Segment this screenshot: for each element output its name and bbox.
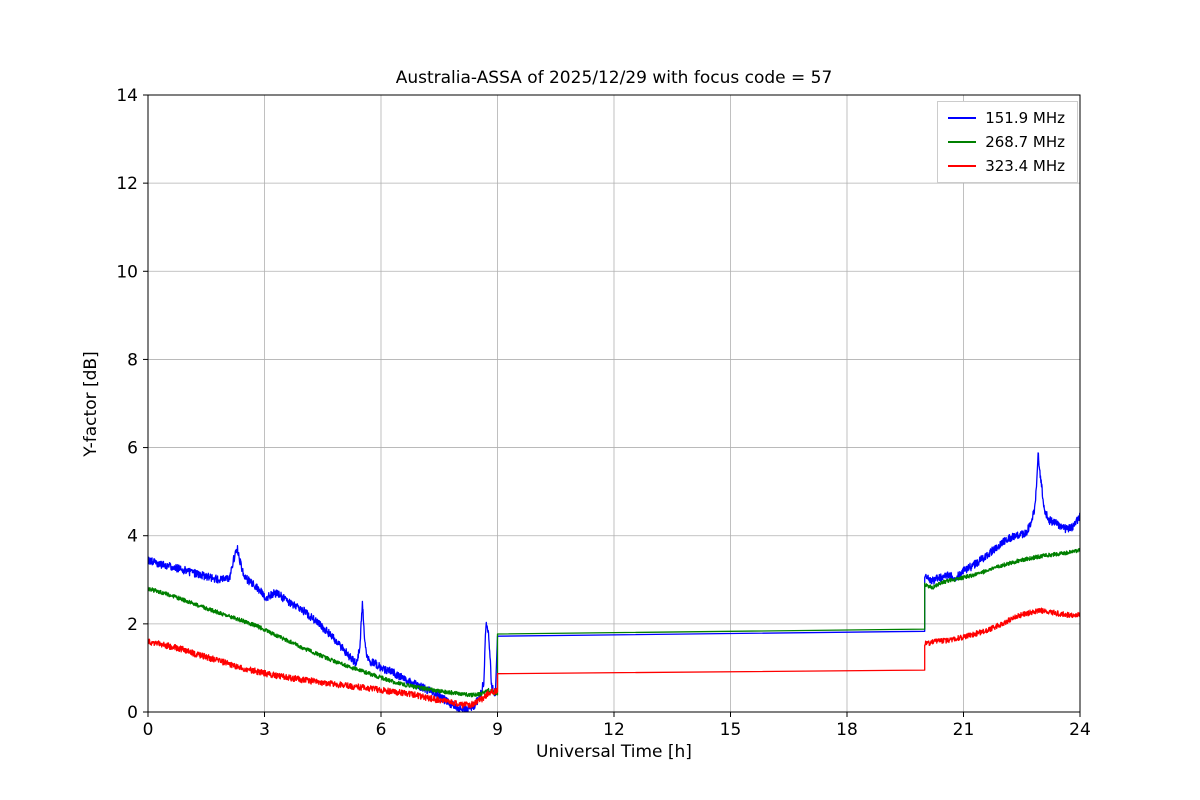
svg-text:3: 3 — [259, 720, 270, 740]
svg-text:0: 0 — [127, 703, 138, 723]
svg-text:6: 6 — [376, 720, 387, 740]
legend: 151.9 MHz 268.7 MHz 323.4 MHz — [937, 101, 1078, 183]
svg-text:0: 0 — [143, 720, 154, 740]
svg-text:14: 14 — [116, 86, 138, 106]
legend-line-swatch — [948, 117, 977, 119]
svg-text:21: 21 — [953, 720, 975, 740]
svg-text:18: 18 — [836, 720, 858, 740]
svg-text:12: 12 — [603, 720, 625, 740]
legend-entry: 323.4 MHz — [948, 157, 1065, 175]
svg-text:9: 9 — [492, 720, 503, 740]
legend-label: 268.7 MHz — [985, 133, 1065, 151]
legend-label: 151.9 MHz — [985, 109, 1065, 127]
legend-line-swatch — [948, 141, 977, 143]
chart-title: Australia-ASSA of 2025/12/29 with focus … — [395, 68, 833, 88]
legend-entry: 151.9 MHz — [948, 109, 1065, 127]
legend-entry: 268.7 MHz — [948, 133, 1065, 151]
svg-text:4: 4 — [127, 527, 138, 547]
svg-text:15: 15 — [720, 720, 742, 740]
svg-text:2: 2 — [127, 615, 138, 635]
svg-text:12: 12 — [116, 174, 138, 194]
legend-label: 323.4 MHz — [985, 157, 1065, 175]
svg-text:8: 8 — [127, 350, 138, 370]
legend-line-swatch — [948, 165, 977, 167]
x-axis-label: Universal Time [h] — [536, 742, 692, 762]
svg-text:24: 24 — [1069, 720, 1091, 740]
svg-text:6: 6 — [127, 439, 138, 459]
svg-text:10: 10 — [116, 262, 138, 282]
